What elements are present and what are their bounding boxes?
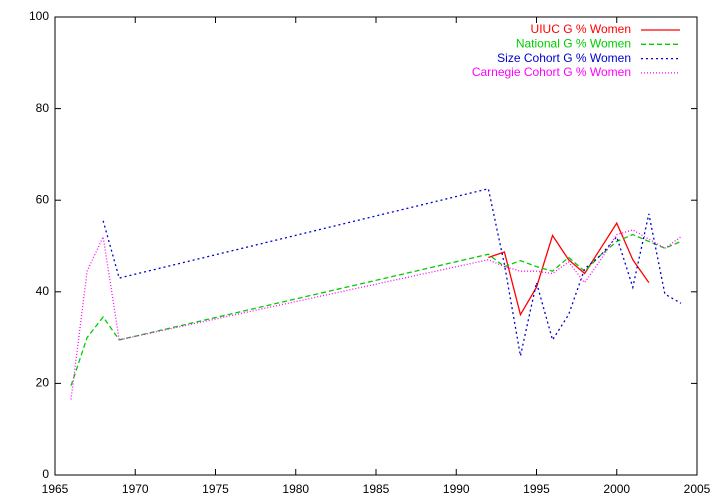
x-tick-label: 1985: [363, 482, 390, 496]
x-tick-label: 1990: [443, 482, 470, 496]
legend-label: National G % Women: [516, 36, 631, 50]
x-tick-label: 1980: [282, 482, 309, 496]
y-tick-label: 80: [36, 101, 50, 115]
legend-label: Carnegie Cohort G % Women: [472, 65, 631, 79]
x-tick-label: 1975: [202, 482, 229, 496]
series-line: [70, 233, 682, 386]
x-tick-label: 2005: [684, 482, 711, 496]
plot-frame: [54, 16, 698, 476]
series-line: [488, 221, 650, 317]
y-tick-label: 40: [36, 284, 50, 298]
series-line: [102, 187, 682, 357]
x-tick-label: 1965: [42, 482, 69, 496]
legend-label: Size Cohort G % Women: [497, 51, 631, 65]
x-tick-label: 1970: [122, 482, 149, 496]
x-tick-label: 1995: [523, 482, 550, 496]
y-tick-label: 0: [42, 467, 49, 481]
y-tick-label: 100: [29, 9, 49, 23]
y-tick-label: 60: [36, 192, 50, 206]
y-tick-label: 20: [36, 376, 50, 390]
legend-label: UIUC G % Women: [531, 22, 631, 36]
x-tick-label: 2000: [603, 482, 630, 496]
series-line: [70, 229, 682, 400]
